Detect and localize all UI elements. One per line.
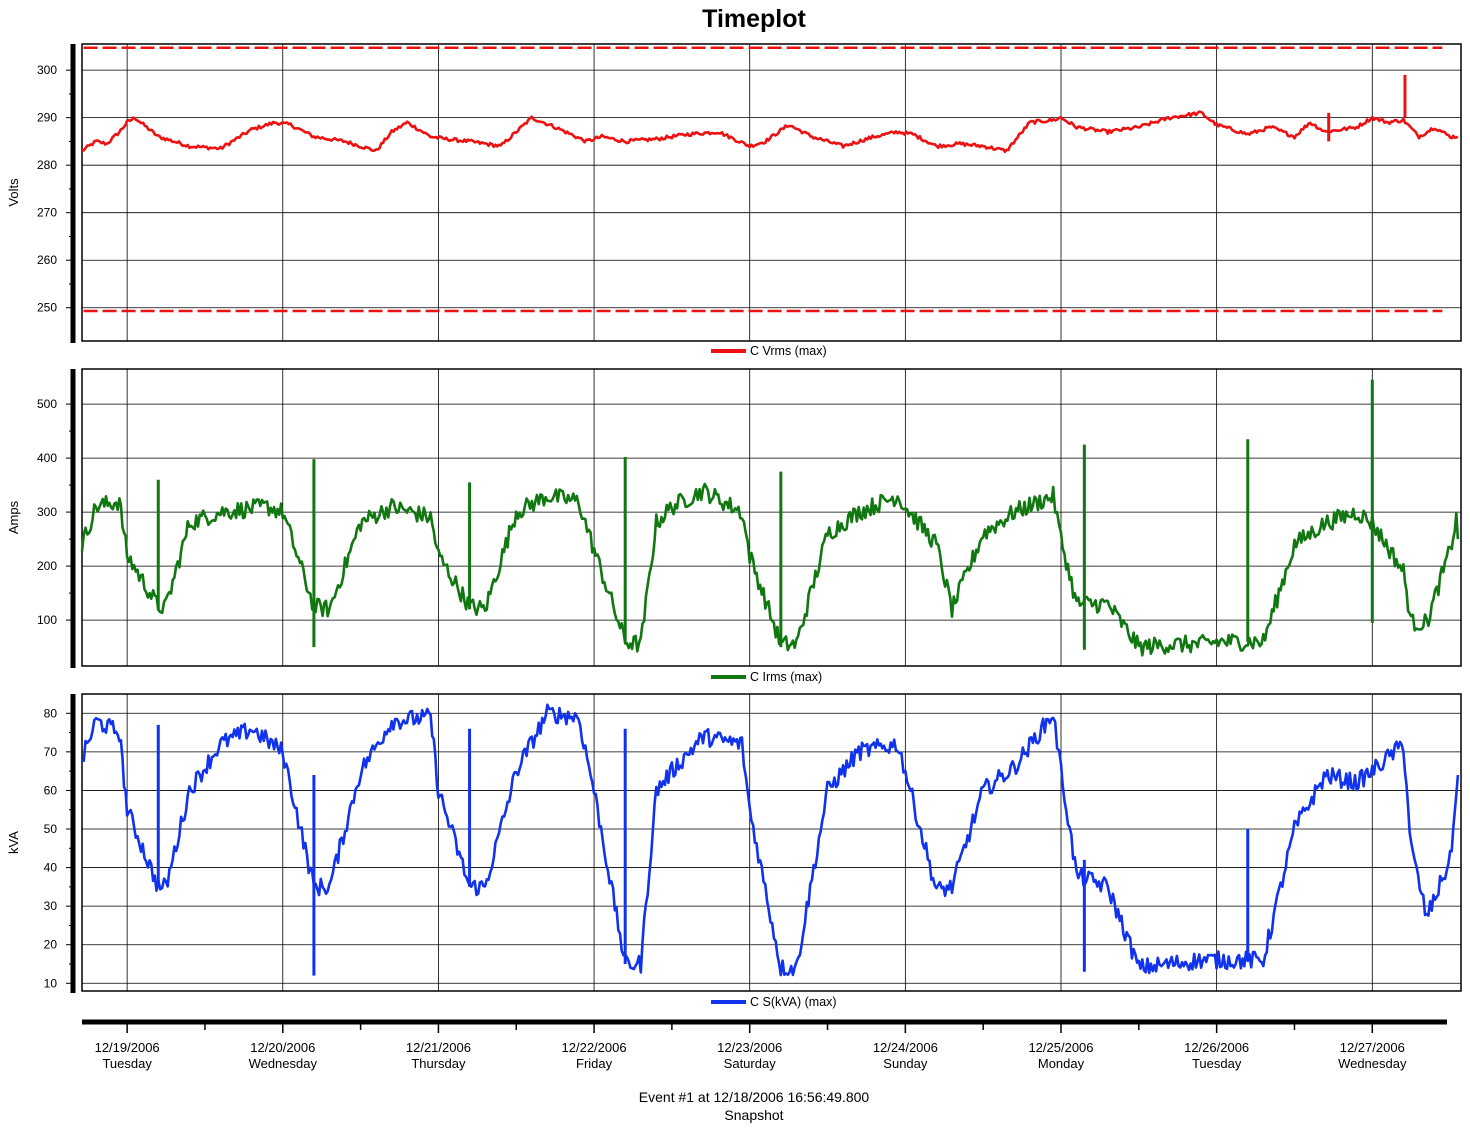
series-line (81, 703, 1460, 977)
panel-amps: 100 200 300 400 500 Amps C Irms (max) (6, 368, 1462, 684)
x-tick-date: 12/25/2006 (1028, 1040, 1093, 1055)
y-tick-label: 30 (44, 899, 58, 913)
legend: C Vrms (max) (711, 344, 827, 358)
y-tick-label: 70 (44, 745, 58, 759)
y-tick-label: 300 (37, 505, 57, 519)
x-tick-day: Wednesday (1338, 1056, 1407, 1071)
y-tick-label: 280 (37, 158, 57, 172)
x-tick-date: 12/26/2006 (1184, 1040, 1249, 1055)
event-caption: Event #1 at 12/18/2006 16:56:49.800 (639, 1089, 870, 1105)
chart-title: Timeplot (702, 5, 806, 33)
x-tick-date: 12/24/2006 (873, 1040, 938, 1055)
y-tick-label: 20 (44, 938, 58, 952)
x-tick-date: 12/27/2006 (1340, 1040, 1405, 1055)
x-tick-day: Friday (576, 1056, 613, 1071)
y-axis-label: Volts (6, 178, 21, 207)
x-tick-day: Sunday (883, 1056, 928, 1071)
y-tick-label: 500 (37, 397, 57, 411)
y-axis-label: Amps (6, 500, 21, 534)
y-tick-label: 250 (37, 301, 57, 315)
panel-kva: 10 20 30 40 50 60 70 80 kVA C S(kVA) (max) (6, 693, 1462, 1009)
x-tick-day: Thursday (411, 1056, 466, 1071)
snapshot-caption: Snapshot (724, 1107, 783, 1123)
x-tick-day: Tuesday (1192, 1056, 1242, 1071)
y-tick-label: 270 (37, 206, 57, 220)
x-tick-date: 12/23/2006 (717, 1040, 782, 1055)
x-tick-date: 12/20/2006 (250, 1040, 315, 1055)
time-axis: 12/19/2006Tuesday12/20/2006Wednesday12/2… (82, 1019, 1447, 1071)
plot-frame (81, 693, 1462, 992)
y-tick-label: 290 (37, 111, 57, 125)
y-tick-label: 200 (37, 559, 57, 573)
legend: C S(kVA) (max) (711, 995, 837, 1009)
x-tick-date: 12/21/2006 (406, 1040, 471, 1055)
legend-label: C Vrms (max) (750, 344, 827, 358)
x-tick-date: 12/22/2006 (562, 1040, 627, 1055)
y-tick-label: 400 (37, 451, 57, 465)
x-tick-date: 12/19/2006 (95, 1040, 160, 1055)
x-tick-day: Monday (1038, 1056, 1085, 1071)
y-tick-label: 40 (44, 861, 58, 875)
y-tick-label: 50 (44, 822, 58, 836)
y-tick-label: 300 (37, 63, 57, 77)
x-tick-day: Saturday (724, 1056, 777, 1071)
legend: C Irms (max) (711, 670, 822, 684)
y-tick-label: 80 (44, 706, 58, 720)
series-line (82, 110, 1459, 154)
y-tick-label: 10 (44, 976, 58, 990)
plot-frame (81, 43, 1462, 342)
y-axis-label: kVA (6, 831, 21, 854)
panel-volts: 250 260 270 280 290 300 Volts C Vrms (max) (6, 43, 1462, 358)
y-tick-label: 100 (37, 613, 57, 627)
y-tick-label: 60 (44, 783, 58, 797)
y-tick-label: 260 (37, 253, 57, 267)
series-line (80, 482, 1460, 657)
legend-label: C Irms (max) (750, 670, 822, 684)
x-tick-day: Wednesday (249, 1056, 318, 1071)
chart-panels: 250 260 270 280 290 300 Volts C Vrms (max) 100 20… (6, 43, 1462, 1009)
legend-label: C S(kVA) (max) (750, 995, 837, 1009)
x-tick-day: Tuesday (102, 1056, 152, 1071)
